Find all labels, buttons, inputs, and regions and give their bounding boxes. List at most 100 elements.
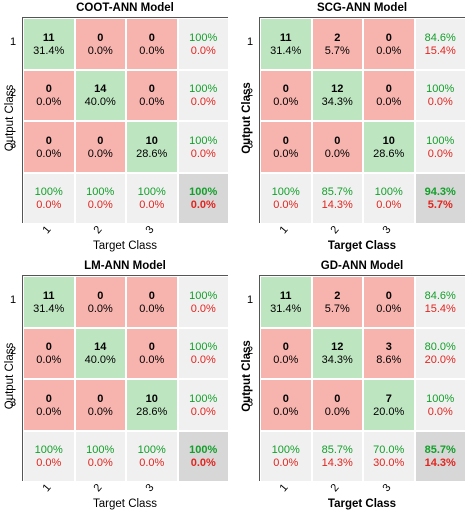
cell-secondary-value: 0.0% (87, 44, 113, 57)
cell-primary-value: 0 (45, 83, 52, 96)
chart-title: GD-ANN Model (320, 260, 404, 272)
x-tick-label: 1 (40, 223, 54, 237)
matrix-cell: 0 0.0% (260, 121, 312, 173)
matrix-cell: 3 8.6% (363, 327, 415, 379)
chart-title: SCG-ANN Model (316, 2, 408, 14)
cell-primary-value: 14 (94, 83, 107, 96)
matrix-cell: 0 0.0% (260, 327, 312, 379)
cell-secondary-value: 5.7% (427, 199, 453, 212)
cell-secondary-value: 5.7% (324, 302, 350, 315)
cell-primary-value: 0 (97, 134, 104, 147)
cell-primary-value: 3 (385, 341, 392, 354)
x-axis-label: Target Class (327, 498, 397, 510)
cell-primary-value: 11 (279, 31, 292, 44)
cell-secondary-value: 0.0% (87, 457, 113, 470)
cell-secondary-value: 0.0% (273, 457, 299, 470)
cell-secondary-value: 0.0% (273, 405, 299, 418)
y-axis-label: Output Class (4, 342, 16, 410)
cell-secondary-value: 0.0% (190, 457, 216, 470)
matrix-cell: 11 31.4% (260, 18, 312, 70)
cell-secondary-value: 0.0% (36, 96, 62, 109)
cell-secondary-value: 28.6% (373, 147, 405, 160)
cell-secondary-value: 0.0% (190, 405, 216, 418)
row-summary-cell: 84.6% 15.4% (414, 276, 466, 328)
x-tick-label: 3 (143, 481, 157, 495)
cell-secondary-value: 0.0% (273, 354, 299, 367)
y-tick-label: 2 (10, 87, 17, 100)
cell-primary-value: 2 (334, 31, 341, 44)
chart-title: COOT-ANN Model (76, 2, 174, 14)
cell-secondary-value: 0.0% (324, 147, 350, 160)
cell-primary-value: 0 (45, 134, 52, 147)
cell-secondary-value: 30.0% (373, 457, 405, 470)
cell-secondary-value: 0.0% (190, 147, 216, 160)
matrix-cell: 12 34.3% (311, 69, 363, 121)
cell-primary-value: 0 (282, 392, 289, 405)
cell-primary-value: 10 (145, 134, 158, 147)
y-tick-label: 3 (247, 396, 254, 409)
cell-secondary-value: 0.0% (139, 457, 165, 470)
y-tick-label: 1 (247, 293, 254, 306)
cell-secondary-value: 0.0% (87, 147, 113, 160)
cell-secondary-value: 31.4% (33, 302, 65, 315)
cell-primary-value: 100% (426, 83, 455, 96)
cell-primary-value: 84.6% (424, 289, 456, 302)
overall-accuracy-cell: 94.3% 5.7% (414, 172, 466, 224)
matrix-cell: 0 0.0% (74, 276, 126, 328)
row-summary-cell: 100% 0.0% (414, 121, 466, 173)
cell-secondary-value: 0.0% (376, 96, 402, 109)
matrix-cell: 2 5.7% (311, 276, 363, 328)
cell-secondary-value: 0.0% (190, 199, 216, 212)
cell-primary-value: 85.7% (321, 186, 353, 199)
matrix-cell: 0 0.0% (260, 69, 312, 121)
cell-primary-value: 0 (148, 83, 155, 96)
cell-secondary-value: 0.0% (190, 354, 216, 367)
matrix-cell: 0 0.0% (311, 121, 363, 173)
matrix-cell: 0 0.0% (74, 379, 126, 431)
cell-secondary-value: 0.0% (427, 405, 453, 418)
row-summary-cell: 100% 0.0% (177, 69, 229, 121)
x-axis-label: Target Class (327, 240, 397, 252)
matrix-cell: 0 0.0% (23, 379, 75, 431)
y-axis-label: Output Class (241, 340, 253, 412)
cell-secondary-value: 34.3% (321, 96, 353, 109)
cell-primary-value: 100% (189, 31, 218, 44)
cell-secondary-value: 0.0% (139, 96, 165, 109)
cell-secondary-value: 20.0% (373, 405, 405, 418)
cell-primary-value: 100% (137, 186, 166, 199)
confusion-matrix-panel: GD-ANN Model 11 31.4% 2 5.7% 0 0.0% 84.6% 15.4% 0… (237, 258, 469, 516)
cell-primary-value: 84.6% (424, 31, 456, 44)
cell-secondary-value: 0.0% (273, 96, 299, 109)
column-summary-cell: 100% 0.0% (126, 430, 178, 482)
cell-primary-value: 100% (34, 186, 63, 199)
cell-primary-value: 0 (282, 134, 289, 147)
matrix-cell: 0 0.0% (74, 121, 126, 173)
y-tick-label: 1 (10, 293, 17, 306)
row-summary-cell: 100% 0.0% (177, 276, 229, 328)
cell-primary-value: 0 (97, 392, 104, 405)
cell-secondary-value: 15.4% (424, 44, 456, 57)
x-tick-label: 2 (91, 223, 105, 237)
cell-secondary-value: 14.3% (321, 199, 353, 212)
row-summary-cell: 100% 0.0% (414, 69, 466, 121)
column-summary-cell: 100% 0.0% (363, 172, 415, 224)
matrix-grid: 11 31.4% 0 0.0% 0 0.0% 100% 0.0% 0 0.0% 14 40.0% 0 0.… (22, 17, 229, 224)
cell-secondary-value: 40.0% (84, 354, 116, 367)
cell-primary-value: 11 (42, 289, 55, 302)
cell-primary-value: 10 (382, 134, 395, 147)
cell-primary-value: 100% (426, 392, 455, 405)
y-tick-label: 1 (247, 35, 254, 48)
column-summary-cell: 85.7% 14.3% (311, 172, 363, 224)
column-summary-cell: 85.7% 14.3% (311, 430, 363, 482)
matrix-cell: 0 0.0% (74, 18, 126, 70)
y-axis-label: Output Class (241, 82, 253, 154)
matrix-cell: 14 40.0% (74, 327, 126, 379)
cell-primary-value: 14 (94, 341, 107, 354)
row-summary-cell: 100% 0.0% (177, 18, 229, 70)
matrix-cell: 0 0.0% (126, 327, 178, 379)
matrix-cell: 0 0.0% (363, 69, 415, 121)
cell-primary-value: 100% (189, 341, 218, 354)
matrix-cell: 0 0.0% (23, 327, 75, 379)
cell-primary-value: 0 (334, 392, 341, 405)
cell-primary-value: 100% (34, 444, 63, 457)
